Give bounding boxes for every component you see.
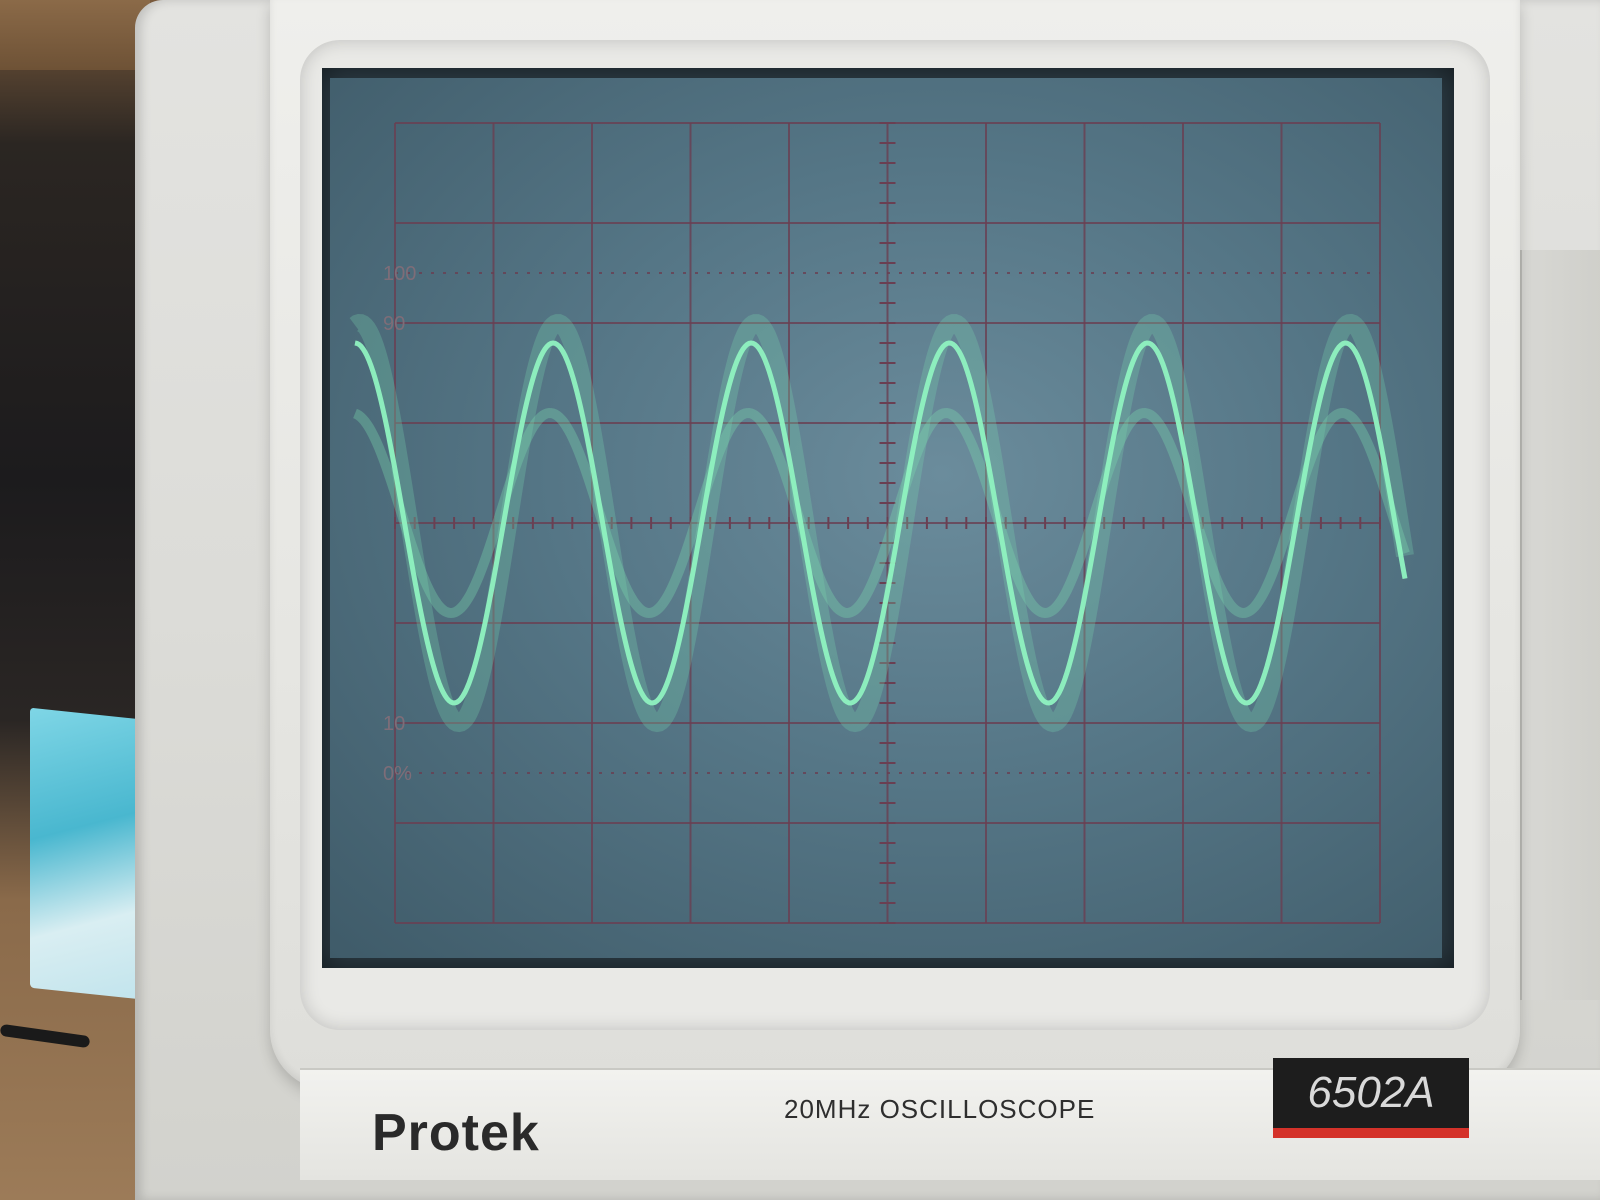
graticule-label: 100 (383, 263, 416, 285)
graticule-display: 100 90 10 0% (349, 122, 1414, 924)
control-panel-edge (1520, 250, 1600, 1000)
graticule-label: 10 (383, 713, 405, 735)
model-badge: 6502A (1273, 1058, 1469, 1138)
device-description: 20MHz OSCILLOSCOPE (784, 1094, 1096, 1124)
model-number: 6502A (1307, 1068, 1435, 1117)
graticule-label: 90 (383, 313, 405, 335)
wooden-shelf (0, 0, 150, 70)
graticule-label: 0% (383, 763, 412, 785)
trace-ghost-inner (353, 407, 1410, 619)
brand-logo: Protek (372, 1104, 540, 1162)
sine-trace (354, 340, 1408, 706)
crt-screen: 100 90 10 0% (330, 78, 1442, 958)
